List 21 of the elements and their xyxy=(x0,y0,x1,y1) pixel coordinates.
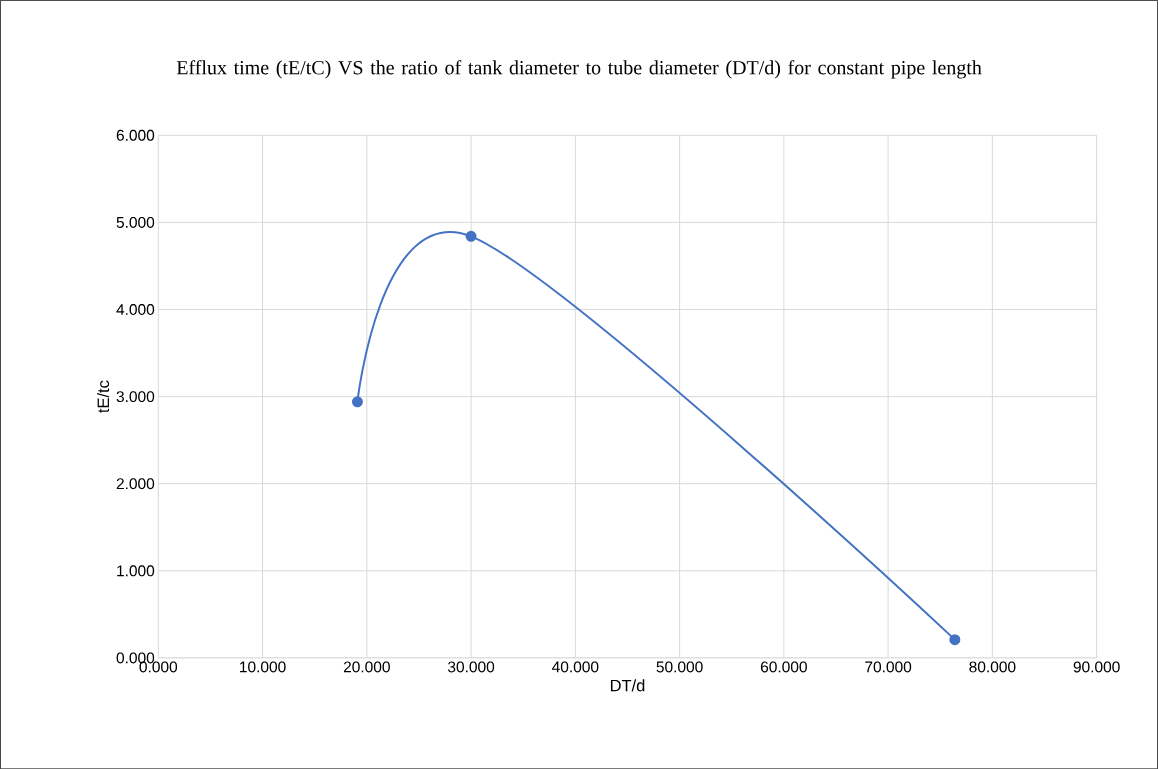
x-tick-label: 50.000 xyxy=(656,661,703,673)
y-tick-label: 5.000 xyxy=(116,216,155,228)
chart-title: Efflux time (tE/tC) VS the ratio of tank diameter to tube diameter (DT/d) for constant pipe length xyxy=(176,60,982,79)
x-tick-label: 40.000 xyxy=(552,661,599,673)
x-tick-label: 10.000 xyxy=(240,661,286,673)
y-tick-label: 2.000 xyxy=(116,478,155,490)
y-tick-label: 4.000 xyxy=(116,303,155,315)
x-tick-label: 80.000 xyxy=(969,661,1016,673)
x-tick-label: 90.000 xyxy=(1073,661,1120,673)
y-axis-title: tE/tc xyxy=(97,380,110,413)
x-tick-label: 20.000 xyxy=(343,661,390,673)
point xyxy=(351,396,363,408)
x-axis-title: DT/d xyxy=(610,679,645,692)
y-tick-label: 1.000 xyxy=(117,565,155,577)
y-tick-label: 3.000 xyxy=(116,391,155,402)
point xyxy=(949,634,961,646)
x-tick-label: 30.000 xyxy=(447,661,495,673)
point xyxy=(465,230,477,242)
x-tick-label: 60.000 xyxy=(760,661,807,673)
y-tick-label: 6.000 xyxy=(116,129,155,141)
x-tick-label: 70.000 xyxy=(865,661,912,673)
